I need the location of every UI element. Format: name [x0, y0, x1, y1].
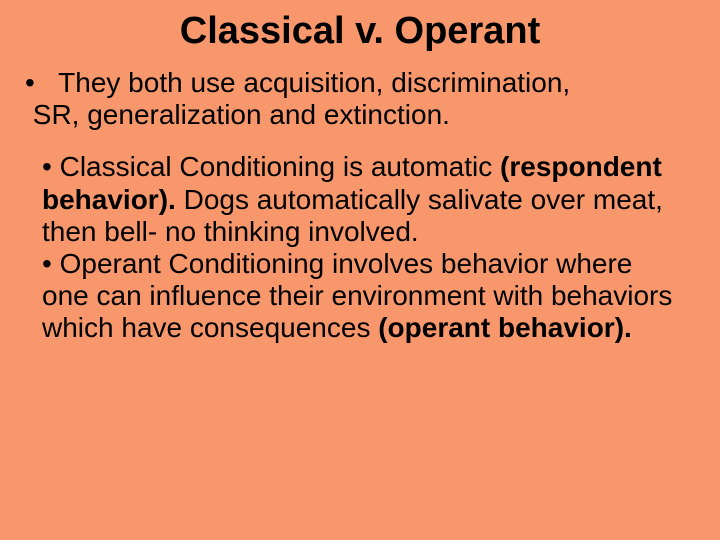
section1-line1: [43, 67, 59, 98]
section-2: • Classical Conditioning is automatic (r…: [20, 151, 700, 344]
bullet-icon: •: [25, 67, 35, 98]
text-run: Classical Conditioning is automatic: [60, 151, 500, 182]
bullet-icon: •: [42, 248, 60, 279]
bullet-icon: •: [42, 151, 60, 182]
slide-title: Classical v. Operant: [20, 10, 700, 53]
section1-text2: SR, generalization and extinction.: [33, 99, 450, 130]
section2-item: • Classical Conditioning is automatic (r…: [42, 151, 685, 248]
section1-text1: They both use acquisition, discriminatio…: [58, 67, 570, 98]
text-run: (operant behavior).: [378, 312, 632, 343]
section-1: • They both use acquisition, discriminat…: [20, 67, 700, 131]
section1-indent: [25, 99, 33, 130]
section2-item: • Operant Conditioning involves behavior…: [42, 248, 685, 345]
